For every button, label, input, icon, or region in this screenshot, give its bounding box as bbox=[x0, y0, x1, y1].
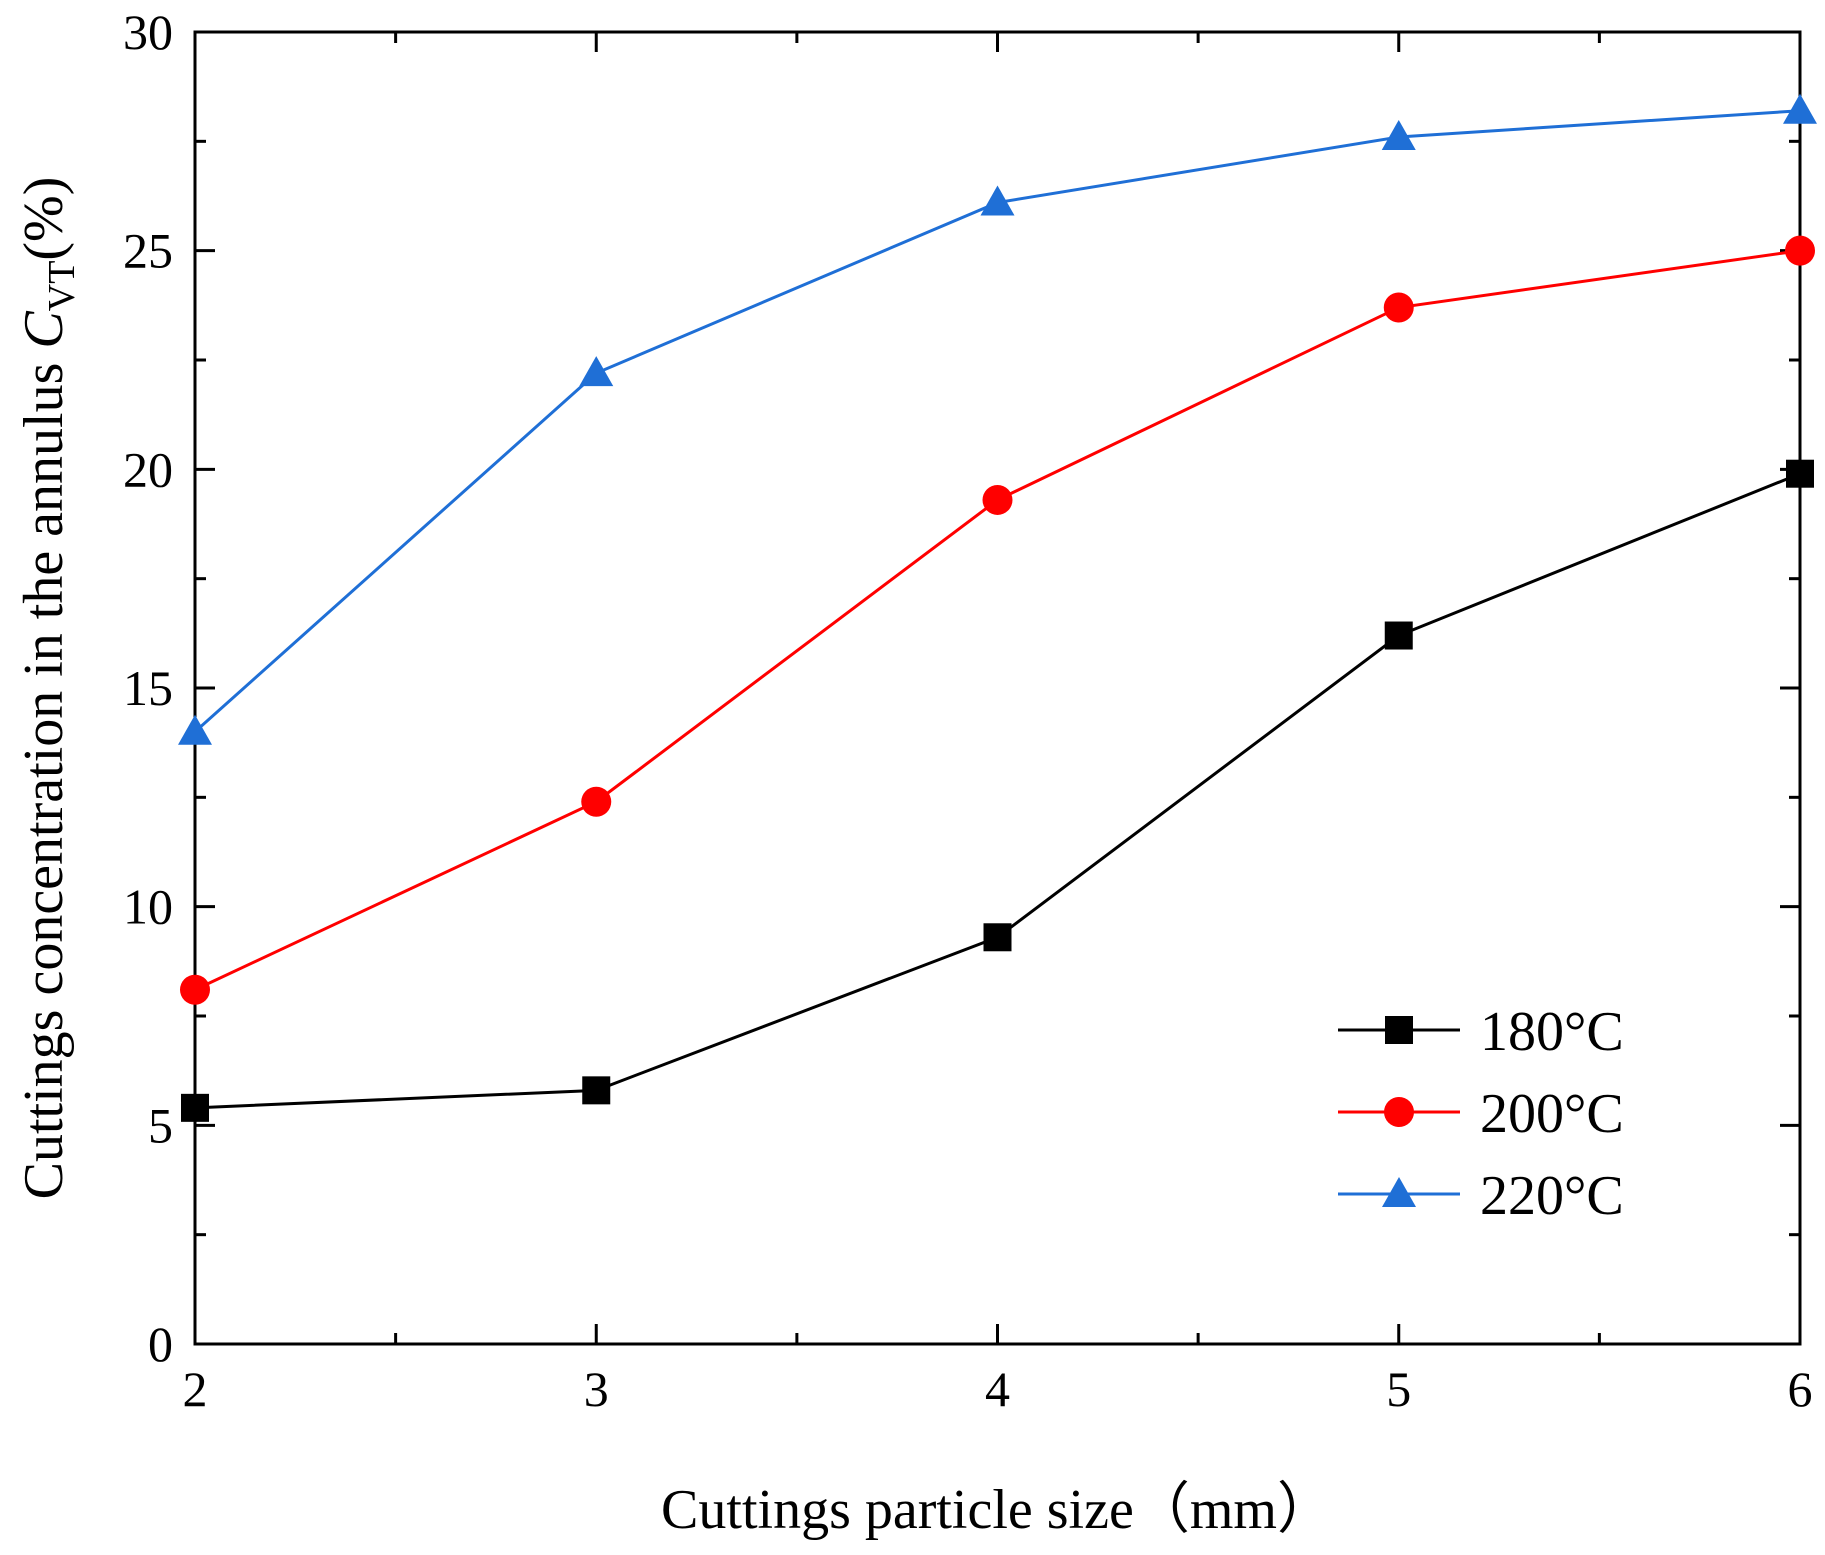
data-point bbox=[579, 356, 614, 387]
data-point bbox=[181, 1093, 209, 1122]
data-point bbox=[1786, 459, 1814, 488]
legend-marker bbox=[1385, 1016, 1413, 1044]
data-point bbox=[1785, 235, 1815, 266]
data-point bbox=[1384, 621, 1413, 650]
data-point bbox=[1783, 93, 1817, 124]
legend-label: 220°C bbox=[1480, 1165, 1624, 1227]
y-axis-title-subscript: VT bbox=[41, 261, 83, 312]
y-axis-title: Cuttings concentration in the annulus CV… bbox=[13, 177, 83, 1200]
y-axis-title-symbol: C bbox=[13, 311, 75, 349]
x-tick-label: 2 bbox=[183, 1361, 208, 1417]
data-point bbox=[1383, 292, 1414, 323]
y-tick-label: 20 bbox=[123, 441, 173, 497]
y-tick-label: 15 bbox=[123, 660, 173, 716]
data-point bbox=[581, 786, 612, 817]
axis-tick-labels: 2 3 4 5 6 0 5 10 15 20 25 30 bbox=[123, 4, 1813, 1417]
x-tick-label: 6 bbox=[1788, 1361, 1813, 1417]
y-axis-title-suffix: (%) bbox=[13, 177, 75, 261]
y-tick-label: 25 bbox=[123, 223, 173, 279]
axis-ticks bbox=[193, 30, 1802, 1346]
series-layer bbox=[178, 93, 1817, 1122]
series-220C bbox=[178, 93, 1817, 745]
x-tick-label: 4 bbox=[985, 1361, 1010, 1417]
legend-item: 220°C bbox=[1338, 1165, 1624, 1227]
data-point bbox=[982, 484, 1013, 515]
data-point bbox=[980, 185, 1015, 216]
y-tick-label: 5 bbox=[148, 1097, 173, 1153]
series-line bbox=[194, 249, 1801, 992]
legend-item: 200°C bbox=[1338, 1083, 1624, 1145]
legend-label: 200°C bbox=[1480, 1083, 1624, 1145]
y-axis-title-prefix: Cuttings concentration in the annulus bbox=[13, 349, 75, 1200]
x-axis-title: Cuttings particle size（mm） bbox=[661, 1479, 1333, 1541]
legend: 180°C 200°C 220°C bbox=[1338, 1001, 1624, 1227]
series-180C bbox=[181, 459, 1814, 1122]
x-tick-label: 5 bbox=[1386, 1361, 1411, 1417]
data-point bbox=[1381, 119, 1416, 150]
y-tick-label: 0 bbox=[148, 1316, 173, 1372]
series-200C bbox=[180, 235, 1815, 1005]
data-point bbox=[180, 974, 210, 1005]
y-tick-label: 10 bbox=[123, 879, 173, 935]
legend-item: 180°C bbox=[1338, 1001, 1624, 1063]
data-point bbox=[178, 714, 212, 745]
legend-marker bbox=[1382, 1177, 1416, 1207]
data-point bbox=[582, 1076, 611, 1105]
x-tick-label: 3 bbox=[584, 1361, 609, 1417]
data-point bbox=[983, 923, 1012, 952]
legend-marker bbox=[1384, 1097, 1414, 1127]
legend-label: 180°C bbox=[1480, 1001, 1624, 1063]
y-tick-label: 30 bbox=[123, 4, 173, 60]
plot-frame bbox=[193, 30, 1802, 1346]
